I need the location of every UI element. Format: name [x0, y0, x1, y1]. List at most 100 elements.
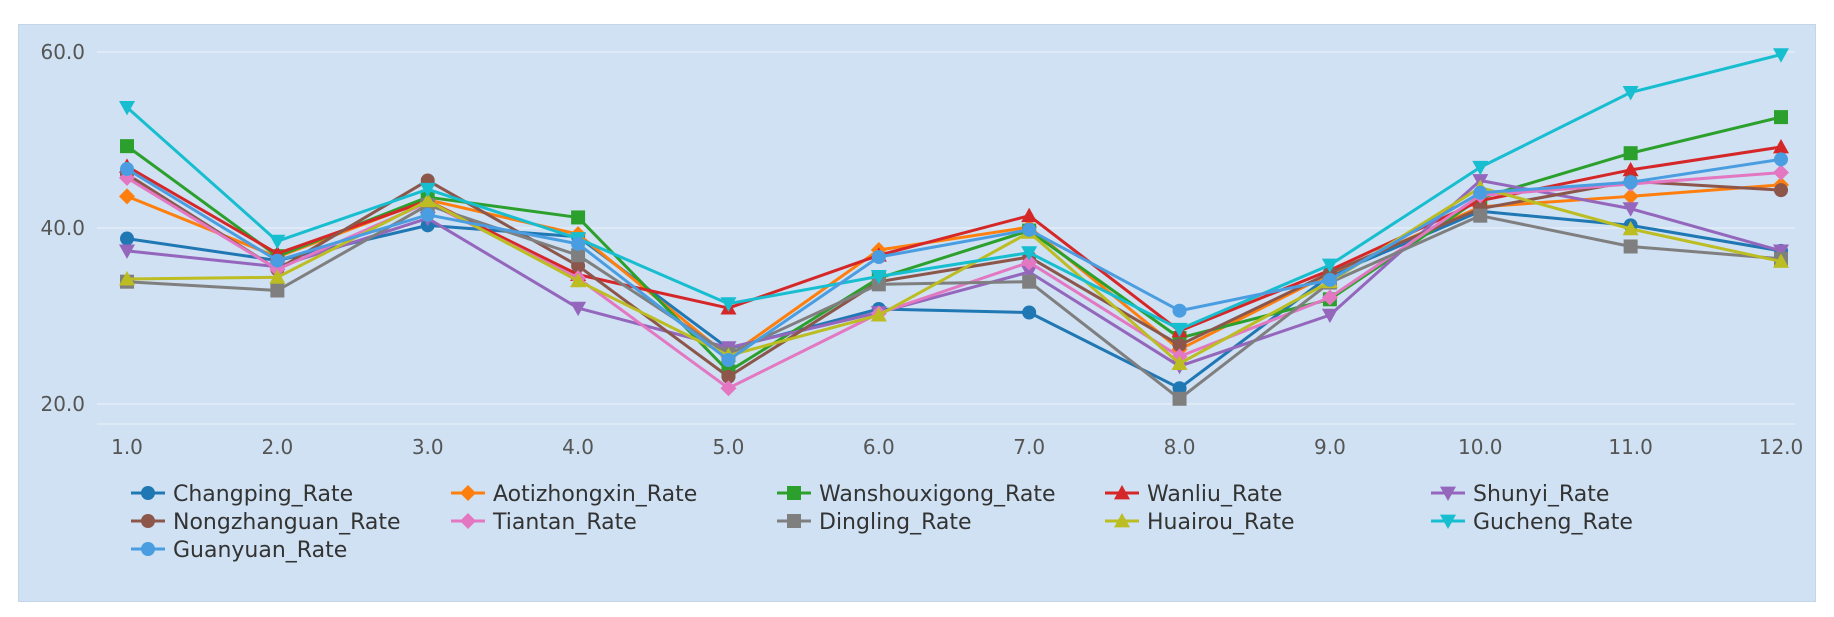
data-point [1774, 110, 1788, 125]
legend-marker [460, 485, 476, 501]
legend-label: Nongzhanguan_Rate [173, 510, 401, 535]
legend-label: Guanyuan_Rate [173, 538, 347, 563]
x-tick-label: 10.0 [1458, 435, 1503, 459]
data-point [721, 353, 736, 368]
legend-item: Dingling_Rate [777, 510, 972, 535]
data-point [1321, 289, 1338, 306]
legend-item: Wanliu_Rate [1105, 482, 1282, 507]
data-point [1773, 253, 1789, 268]
legend-label: Huairou_Rate [1147, 510, 1295, 535]
data-point [1022, 222, 1037, 237]
data-point [871, 250, 886, 265]
data-point [270, 253, 285, 268]
series-line [126, 53, 1782, 331]
data-point [1623, 146, 1638, 161]
legend-label: Aotizhongxin_Rate [493, 482, 697, 507]
series-line [126, 203, 1782, 401]
legend-label: Tiantan_Rate [492, 510, 637, 535]
data-point [721, 369, 736, 384]
data-point [1622, 161, 1639, 177]
data-point [119, 188, 135, 205]
y-tick-label: 40.0 [40, 216, 85, 240]
series-layer [119, 48, 1789, 406]
data-point [270, 283, 285, 298]
data-point [1622, 220, 1639, 236]
data-point [1022, 274, 1037, 289]
legend-label: Changping_Rate [173, 482, 353, 507]
data-point [1773, 244, 1789, 259]
x-tick-label: 12.0 [1759, 435, 1804, 459]
data-point [1321, 308, 1338, 324]
data-point [1021, 246, 1038, 261]
data-point [119, 271, 135, 286]
data-point [1021, 207, 1038, 223]
data-point [1773, 164, 1789, 181]
data-point [1172, 381, 1187, 396]
legend-item: Nongzhanguan_Rate [131, 510, 401, 535]
legend-marker [141, 514, 155, 528]
data-point [120, 139, 134, 154]
data-point [570, 272, 587, 288]
data-point [1321, 258, 1338, 273]
x-tick-label: 9.0 [1314, 435, 1346, 459]
data-point [1472, 160, 1489, 176]
series-line [126, 157, 1782, 362]
x-tick-label: 7.0 [1013, 435, 1045, 459]
data-point [571, 258, 586, 273]
data-point [870, 307, 887, 322]
x-tick-label: 11.0 [1608, 435, 1653, 459]
legend-marker [141, 542, 155, 556]
data-point [1172, 338, 1187, 353]
data-point [419, 192, 436, 208]
series-guanyuan-rate [120, 152, 1788, 368]
data-point [870, 270, 887, 285]
data-point [720, 297, 737, 312]
legend-item: Shunyi_Rate [1431, 482, 1609, 507]
data-point [571, 236, 586, 251]
x-tick-label: 4.0 [562, 435, 594, 459]
legend: Changping_Rate Aotizhongxin_Rate Wanshouxi… [131, 482, 1633, 563]
data-point [1774, 183, 1788, 198]
data-point [119, 101, 135, 116]
data-point [720, 380, 737, 397]
data-point [120, 162, 134, 177]
data-point [419, 182, 436, 198]
legend-item: Changping_Rate [131, 482, 353, 507]
x-tick-label: 3.0 [412, 435, 444, 459]
series-line [126, 209, 1782, 390]
line-chart: 20.0 40.0 60.0 1.0 2.0 3.0 4.0 5.0 6.0 7.0 8.0 9.0… [40, 40, 1803, 563]
data-point [1171, 355, 1188, 370]
data-point [1773, 139, 1789, 154]
legend-marker [787, 486, 801, 500]
series-line [126, 178, 1782, 368]
y-axis: 20.0 40.0 60.0 [40, 40, 85, 416]
chart-panel: 20.0 40.0 60.0 1.0 2.0 3.0 4.0 5.0 6.0 7.0 8.0 9.0… [18, 24, 1816, 602]
data-point [269, 234, 286, 250]
legend-item: Tiantan_Rate [451, 510, 637, 535]
data-point [1021, 254, 1038, 271]
series-nongzhanguan-rate [120, 167, 1788, 384]
x-tick-label: 6.0 [863, 435, 895, 459]
data-point [420, 207, 435, 222]
data-point [120, 231, 134, 246]
data-point [1622, 202, 1639, 217]
data-point [1622, 86, 1639, 101]
data-point [1473, 208, 1488, 223]
x-tick-label: 5.0 [713, 435, 745, 459]
data-point [1774, 152, 1788, 167]
data-point [571, 210, 586, 225]
data-point [1172, 391, 1187, 406]
data-point [1623, 175, 1638, 190]
legend-label: Wanliu_Rate [1147, 482, 1282, 507]
legend-marker [1114, 513, 1130, 528]
data-point [1473, 185, 1488, 200]
legend-item: Huairou_Rate [1105, 510, 1295, 535]
data-point [1172, 303, 1187, 318]
legend-item: Wanshouxigong_Rate [777, 482, 1056, 507]
legend-marker [787, 514, 801, 528]
x-tick-label: 1.0 [111, 435, 143, 459]
data-point [1322, 272, 1337, 287]
x-axis: 1.0 2.0 3.0 4.0 5.0 6.0 7.0 8.0 9.0 10.0 11.0 12.0 [111, 435, 1803, 459]
legend-item: Guanyuan_Rate [131, 538, 347, 563]
legend-item: Aotizhongxin_Rate [451, 482, 697, 507]
